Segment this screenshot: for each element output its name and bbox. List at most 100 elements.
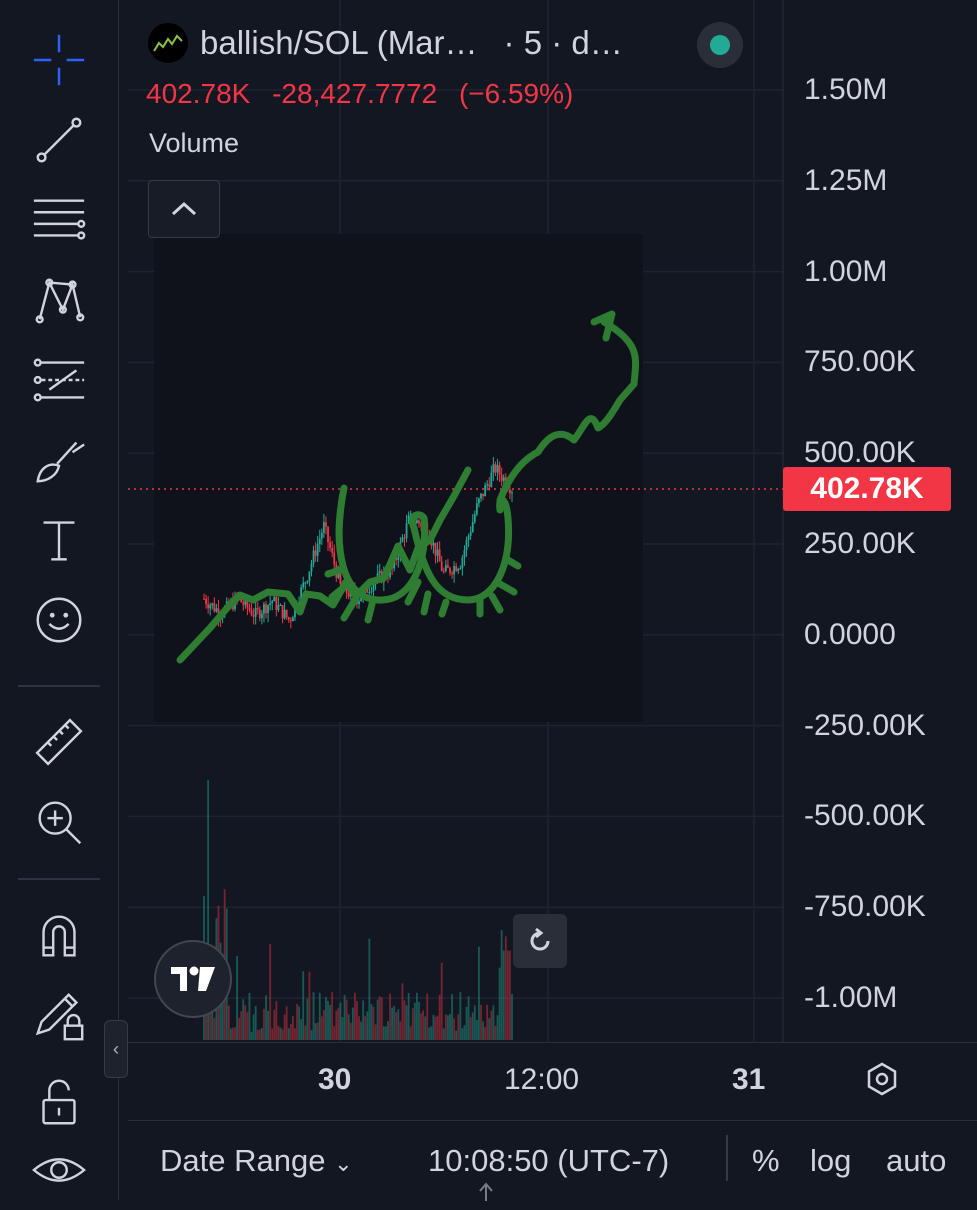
- chart-canvas[interactable]: [128, 0, 977, 1120]
- candle-body: [267, 605, 269, 614]
- candle-body: [434, 542, 437, 556]
- magnet-icon[interactable]: [0, 896, 118, 976]
- volume-bar: [236, 956, 238, 1040]
- symbol-title[interactable]: ballish/SOL (Mar…: [200, 24, 478, 61]
- volume-legend-label[interactable]: Volume: [149, 128, 240, 158]
- volume-bar: [312, 992, 315, 1040]
- volume-bar: [451, 993, 453, 1040]
- volume-bar: [418, 1001, 420, 1040]
- volume-bar: [341, 1017, 344, 1040]
- candle-body: [358, 601, 360, 605]
- axis-settings-button[interactable]: [860, 1057, 904, 1101]
- candle-body: [246, 598, 249, 608]
- unlock-icon[interactable]: [0, 1062, 118, 1142]
- lock-drawings-icon[interactable]: [0, 976, 118, 1056]
- volume-bar: [318, 992, 321, 1040]
- volume-bar: [339, 1002, 342, 1040]
- clock-display[interactable]: 10:08:50 (UTC-7): [428, 1143, 670, 1178]
- auto-toggle[interactable]: auto: [886, 1143, 947, 1178]
- volume-bar: [494, 1025, 497, 1040]
- ruler-icon[interactable]: [0, 702, 118, 782]
- volume-bar: [372, 1006, 375, 1040]
- volume-bar: [242, 999, 245, 1040]
- symbol-header[interactable]: ballish/SOL (Mar… · 5 · d…: [148, 20, 623, 66]
- toolbar-collapse-button[interactable]: ‹: [104, 1020, 128, 1078]
- price-change: -28,427.7772: [272, 78, 438, 109]
- date-range-button[interactable]: Date Range ⌄: [160, 1143, 353, 1179]
- pattern-icon[interactable]: [0, 260, 118, 340]
- fib-retracement-icon[interactable]: [0, 180, 118, 260]
- candle-body: [475, 503, 478, 515]
- volume-bar: [269, 944, 272, 1040]
- volume-bar: [389, 993, 391, 1040]
- volume-bar: [405, 1005, 408, 1040]
- emoji-icon[interactable]: [0, 580, 118, 660]
- volume-bar: [304, 1025, 307, 1040]
- candle-body: [322, 522, 325, 534]
- log-toggle[interactable]: log: [810, 1143, 852, 1178]
- volume-bar: [488, 1018, 491, 1040]
- volume-bar: [438, 994, 441, 1040]
- volume-bar: [395, 1012, 398, 1040]
- volume-bar: [376, 999, 379, 1040]
- candle-body: [207, 604, 210, 609]
- volume-bar: [300, 1018, 303, 1040]
- candle-body: [459, 568, 462, 570]
- candle-body: [263, 604, 265, 614]
- prediction-icon[interactable]: [0, 340, 118, 420]
- volume-bar: [345, 999, 348, 1040]
- volume-bar: [306, 998, 309, 1040]
- candle-body: [486, 484, 489, 486]
- volume-bar: [490, 1010, 493, 1040]
- volume-bar: [360, 1021, 363, 1040]
- interval-label[interactable]: · 5 · d…: [503, 24, 623, 61]
- eye-icon[interactable]: [0, 1130, 118, 1210]
- zoom-in-icon[interactable]: [0, 782, 118, 862]
- price-axis-label: 1.50M: [804, 73, 888, 106]
- candle-body: [461, 557, 464, 569]
- volume-bar: [484, 1027, 487, 1040]
- volume-bar: [378, 996, 381, 1040]
- time-axis[interactable]: 30 12:00 31: [128, 1042, 977, 1121]
- reset-chart-button[interactable]: [513, 914, 567, 968]
- scroll-up-icon[interactable]: [478, 1181, 494, 1201]
- volume-bar: [246, 1012, 249, 1040]
- volume-bar: [322, 1009, 325, 1040]
- volume-bar: [399, 1021, 402, 1040]
- price-axis-label: 1.25M: [804, 163, 888, 197]
- candle-body: [273, 596, 276, 602]
- candle-body: [372, 584, 375, 592]
- candle-body: [287, 617, 290, 620]
- candle-body: [494, 464, 497, 473]
- volume-bar: [267, 1010, 269, 1040]
- volume-bar: [207, 780, 210, 1040]
- status-dot-icon: [710, 35, 730, 55]
- current-price-tag: 402.78K: [783, 467, 951, 511]
- brush-icon[interactable]: [0, 420, 118, 500]
- candle-body: [453, 566, 456, 575]
- market-status-indicator[interactable]: [697, 22, 743, 68]
- text-icon[interactable]: [0, 500, 118, 580]
- volume-bar: [496, 1015, 499, 1040]
- candle-body: [339, 571, 342, 584]
- trend-line-icon[interactable]: [0, 100, 118, 180]
- crosshair-icon[interactable]: [0, 20, 118, 100]
- candle-body: [205, 598, 207, 605]
- volume-bar: [475, 1019, 478, 1040]
- volume-bar: [370, 1003, 373, 1040]
- chart-pane[interactable]: ballish/SOL (Mar… · 5 · d… 402.78K -28,4…: [128, 0, 977, 1120]
- volume-bar: [335, 1010, 338, 1040]
- tradingview-logo-icon[interactable]: [154, 940, 232, 1018]
- volume-bar: [234, 1027, 236, 1040]
- candle-body: [337, 571, 340, 578]
- candle-body: [308, 571, 311, 581]
- candle-body: [473, 514, 476, 522]
- candle-body: [327, 526, 329, 543]
- volume-bar: [333, 1026, 336, 1040]
- volume-bar: [254, 1005, 257, 1040]
- collapse-legend-button[interactable]: [148, 180, 220, 238]
- candle-body: [306, 580, 309, 583]
- percent-toggle[interactable]: %: [752, 1143, 780, 1178]
- volume-bar: [457, 1014, 460, 1040]
- volume-bar: [393, 1005, 396, 1040]
